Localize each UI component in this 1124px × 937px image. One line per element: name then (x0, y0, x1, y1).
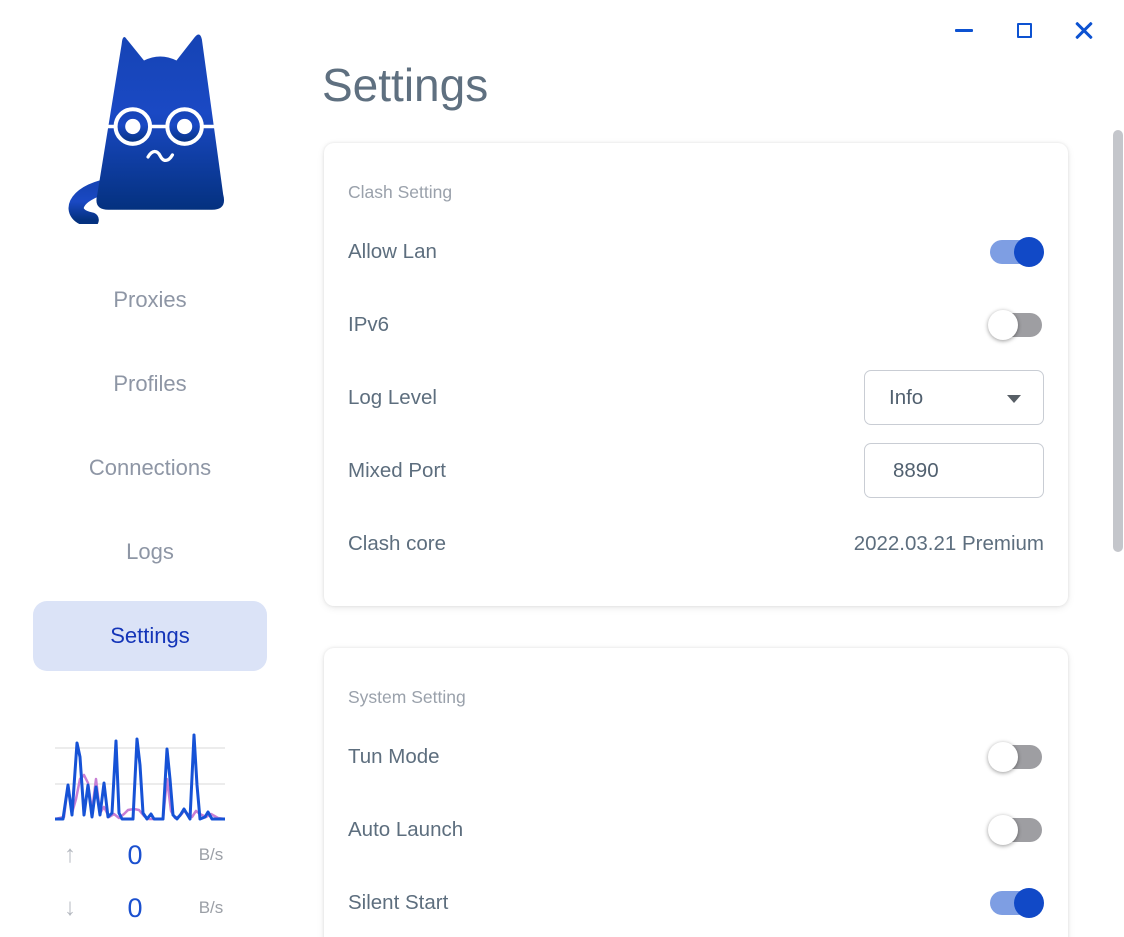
traffic-stats: ↑ 0 B/s ↓ 0 B/s (48, 836, 244, 927)
auto-launch-row: Auto Launch (348, 793, 1044, 866)
cat-logo (68, 34, 225, 224)
download-speed-value: 0 (127, 892, 143, 923)
sidebar-nav: Proxies Profiles Connections Logs Settin… (0, 258, 300, 671)
card-title: System Setting (348, 687, 466, 707)
arrow-up-icon: ↑ (64, 841, 76, 868)
download-speed-unit: B/s (198, 898, 224, 917)
allow-lan-label: Allow Lan (348, 239, 437, 263)
auto-launch-toggle[interactable] (988, 814, 1042, 845)
mixed-port-label: Mixed Port (348, 458, 446, 482)
auto-launch-label: Auto Launch (348, 817, 464, 841)
mixed-port-input[interactable] (864, 443, 1044, 498)
minimize-button[interactable] (944, 10, 984, 50)
tun-mode-toggle[interactable] (988, 741, 1042, 772)
allow-lan-toggle[interactable] (990, 236, 1044, 267)
maximize-button[interactable] (1004, 10, 1044, 50)
sidebar: Proxies Profiles Connections Logs Settin… (0, 0, 300, 937)
vertical-scrollbar[interactable] (1113, 130, 1123, 552)
system-setting-card: System Setting Tun Mode Auto Launch Sile… (324, 648, 1068, 937)
sidebar-item-profiles[interactable]: Profiles (113, 371, 187, 396)
card-title: Clash Setting (348, 182, 453, 202)
clash-core-label: Clash core (348, 531, 446, 555)
ipv6-toggle[interactable] (988, 309, 1042, 340)
close-button[interactable] (1064, 10, 1104, 50)
upload-stat-row: ↑ 0 B/s (48, 836, 244, 874)
log-level-label: Log Level (348, 385, 437, 409)
clash-setting-card: Clash Setting Allow Lan IPv6 Log Level I… (324, 143, 1068, 606)
sidebar-item-settings[interactable]: Settings (33, 601, 267, 671)
close-icon (1074, 20, 1094, 40)
sidebar-item-logs[interactable]: Logs (126, 539, 174, 564)
chevron-down-icon (1007, 395, 1021, 403)
window-controls (944, 10, 1104, 50)
traffic-graph (55, 733, 225, 821)
ipv6-row: IPv6 (348, 288, 1044, 361)
arrow-down-icon: ↓ (64, 894, 76, 921)
log-level-select[interactable]: Info (864, 370, 1044, 425)
minimize-icon (955, 28, 973, 32)
tun-mode-label: Tun Mode (348, 744, 440, 768)
silent-start-label: Silent Start (348, 890, 449, 914)
sidebar-item-connections[interactable]: Connections (88, 455, 212, 480)
maximize-icon (1016, 22, 1032, 38)
log-level-row: Log Level Info (348, 361, 1044, 434)
download-stat-row: ↓ 0 B/s (48, 889, 244, 927)
log-level-selected-value: Info (889, 385, 924, 409)
sidebar-item-proxies[interactable]: Proxies (113, 287, 187, 312)
silent-start-toggle[interactable] (990, 887, 1044, 918)
upload-speed-unit: B/s (198, 845, 224, 864)
silent-start-row: Silent Start (348, 866, 1044, 937)
clash-core-row: Clash core 2022.03.21 Premium (348, 507, 1044, 580)
ipv6-label: IPv6 (348, 312, 390, 336)
upload-speed-value: 0 (127, 839, 143, 870)
mixed-port-row: Mixed Port (348, 434, 1044, 507)
allow-lan-row: Allow Lan (348, 215, 1044, 288)
tun-mode-row: Tun Mode (348, 720, 1044, 793)
traffic-upload-line (55, 733, 225, 821)
page-title: Settings (322, 59, 489, 111)
clash-core-version: 2022.03.21 Premium (853, 531, 1044, 555)
